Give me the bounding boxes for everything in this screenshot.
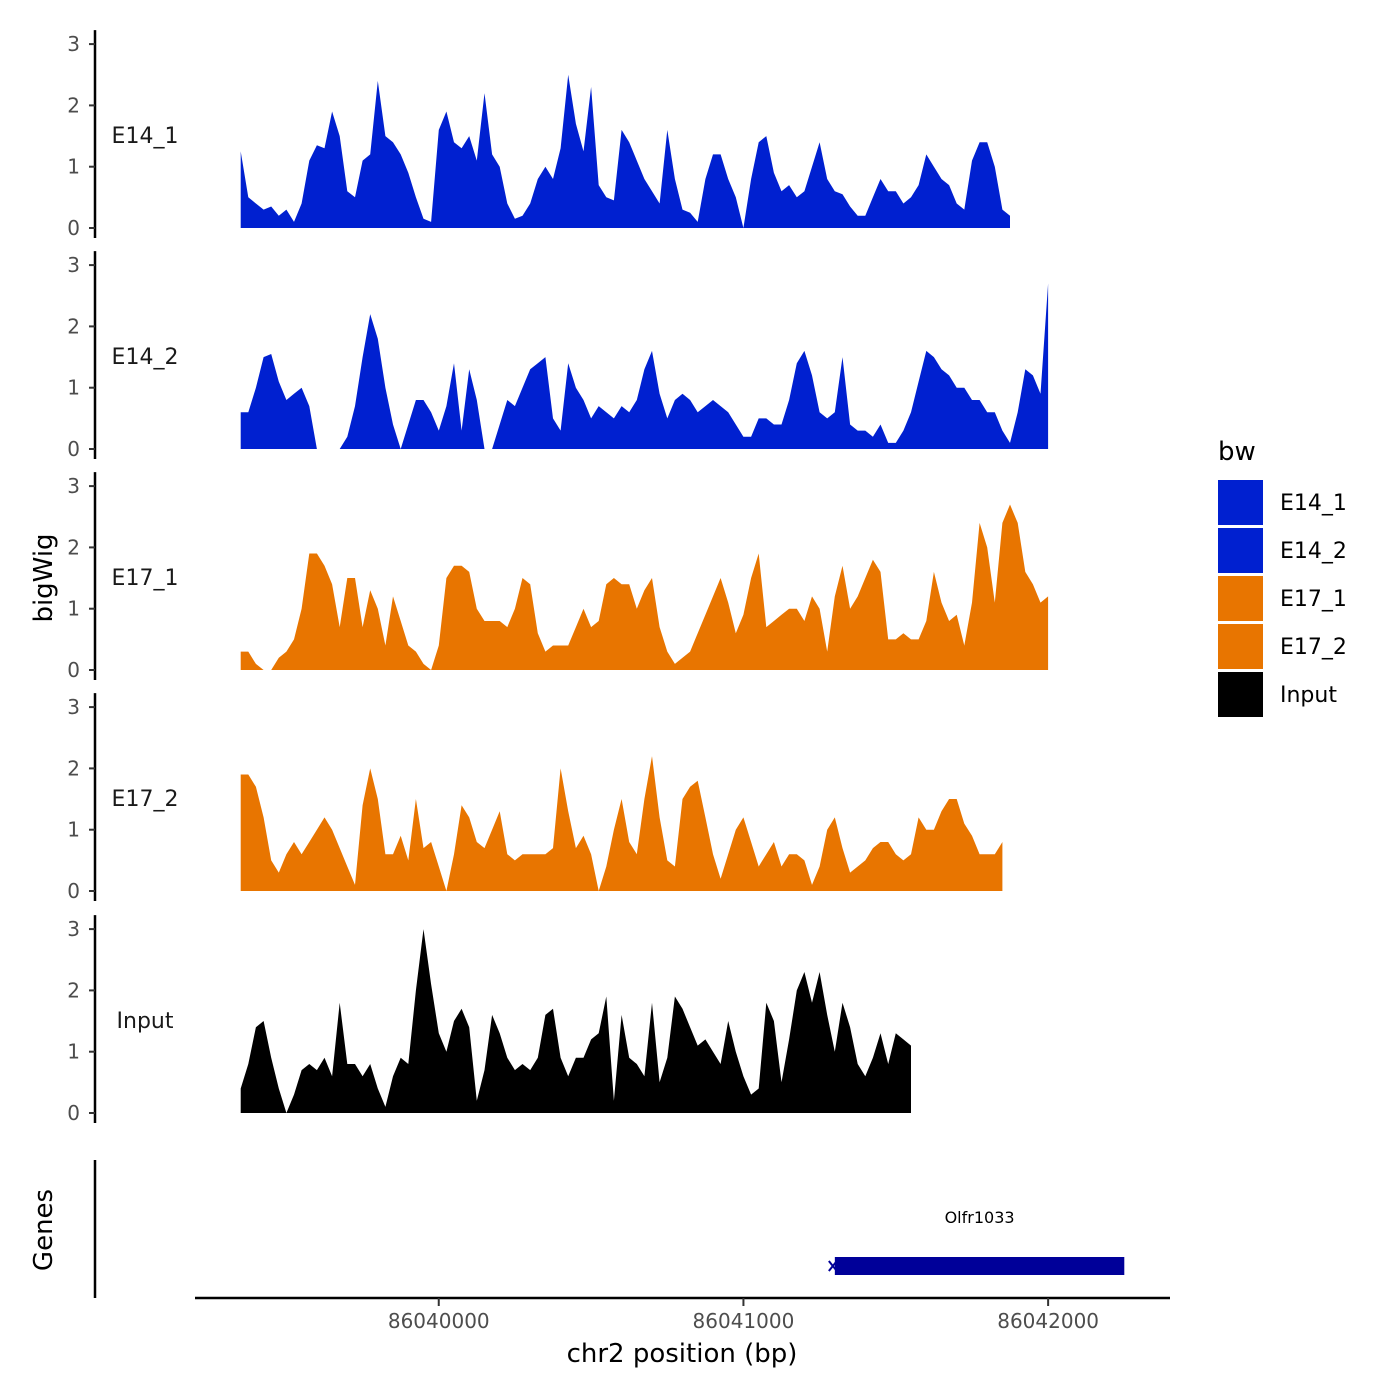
y-tick-label: 3 <box>67 695 80 719</box>
genes-axis-title: Genes <box>29 1189 59 1271</box>
track-panels: 0 1 2 3 E14_1 0 1 2 3 E14_2 0 1 2 3 E17_1 0 1 2 3 E17_2 0 1 2 3… <box>67 30 1049 1125</box>
y-tick-label: 2 <box>67 314 80 338</box>
track-E14_1: 0 1 2 3 E14_1 <box>67 30 1010 240</box>
legend-label: E17_2 <box>1280 635 1347 660</box>
x-tick-label: 86040000 <box>388 1309 490 1333</box>
x-axis-title: chr2 position (bp) <box>567 1339 798 1369</box>
legend-label: E17_1 <box>1280 587 1347 612</box>
legend-swatch <box>1218 576 1263 621</box>
legend-item: E14_2 <box>1218 528 1347 573</box>
track-label: E17_1 <box>112 566 179 591</box>
y-tick-label: 2 <box>67 535 80 559</box>
gene-body <box>834 1257 1125 1275</box>
track-label: E14_2 <box>112 345 179 370</box>
legend-swatch <box>1218 480 1263 525</box>
legend-item: E17_1 <box>1218 576 1347 621</box>
track-label: E14_1 <box>112 124 179 149</box>
legend-label: Input <box>1280 683 1337 708</box>
y-tick-label: 0 <box>67 1101 80 1125</box>
legend-item: E14_1 <box>1218 480 1347 525</box>
coverage-area <box>240 504 1049 670</box>
y-tick-label: 2 <box>67 756 80 780</box>
y-tick-label: 1 <box>67 1040 80 1064</box>
legend: bw E14_1 E14_2 E17_1 E17_2 Input <box>1218 437 1347 717</box>
gene-label: Olfr1033 <box>945 1208 1015 1227</box>
legend-swatch <box>1218 528 1263 573</box>
track-label: E17_2 <box>112 787 179 812</box>
y-axis-title: bigWig <box>29 533 59 622</box>
legend-label: E14_2 <box>1280 539 1347 564</box>
y-tick-label: 0 <box>67 658 80 682</box>
coverage-area <box>240 74 1010 228</box>
y-tick-label: 1 <box>67 155 80 179</box>
track-label: Input <box>117 1009 174 1034</box>
y-tick-label: 0 <box>67 879 80 903</box>
y-tick-label: 3 <box>67 32 80 56</box>
track-E14_2: 0 1 2 3 E14_2 <box>67 251 1049 461</box>
legend-item: E17_2 <box>1218 624 1347 669</box>
legend-title: bw <box>1218 437 1256 467</box>
x-tick-label: 86041000 <box>693 1309 795 1333</box>
x-tick-label: 86042000 <box>997 1309 1099 1333</box>
y-tick-label: 3 <box>67 474 80 498</box>
coverage-area <box>240 929 911 1113</box>
y-tick-label: 0 <box>67 437 80 461</box>
gene-strand-mark <box>828 1260 838 1272</box>
y-tick-label: 0 <box>67 216 80 240</box>
legend-label: E14_1 <box>1280 491 1347 516</box>
y-tick-label: 1 <box>67 597 80 621</box>
track-E17_2: 0 1 2 3 E17_2 <box>67 693 1003 903</box>
y-tick-label: 2 <box>67 978 80 1002</box>
y-tick-label: 2 <box>67 93 80 117</box>
coverage-area <box>240 756 1003 891</box>
legend-swatch <box>1218 624 1263 669</box>
y-tick-label: 1 <box>67 376 80 400</box>
legend-swatch <box>1218 672 1263 717</box>
coverage-area <box>240 283 1049 449</box>
y-tick-label: 3 <box>67 253 80 277</box>
y-tick-label: 1 <box>67 818 80 842</box>
legend-item: Input <box>1218 672 1337 717</box>
x-axis: chr2 position (bp) 86040000 86041000 86042… <box>195 1296 1170 1369</box>
track-E17_1: 0 1 2 3 E17_1 <box>67 472 1049 682</box>
y-tick-label: 3 <box>67 917 80 941</box>
track-Input: 0 1 2 3 Input <box>67 915 911 1125</box>
genes-panel: Genes Olfr1033 <box>29 1160 1125 1298</box>
